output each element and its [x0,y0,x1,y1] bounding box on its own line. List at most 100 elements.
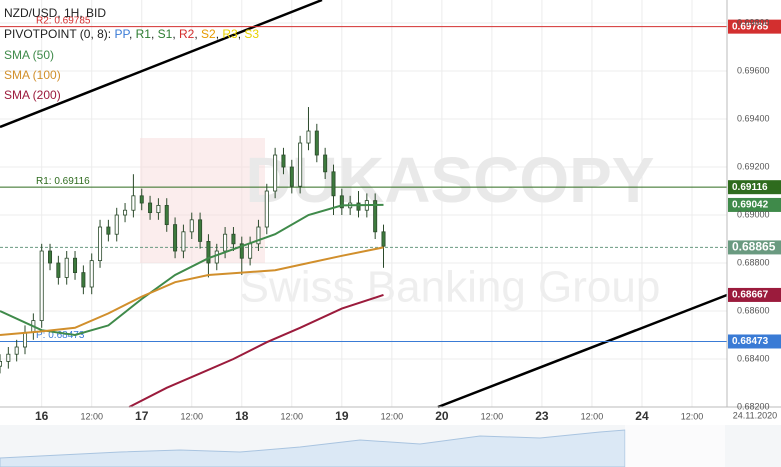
candle-body [264,190,269,228]
candle-body [298,142,303,187]
y-tick-label: 0.68800 [737,257,770,267]
y-tick-label: 0.68200 [737,401,770,411]
candle-body [231,233,236,245]
date-label: 24.11.2020 [733,410,777,420]
y-tick-label: 0.69000 [737,209,770,219]
indicator-label: PIVOTPOINT (0, 8): [4,27,111,41]
y-tick-label: 0.69600 [737,65,770,75]
candle-body [139,195,144,204]
x-tick-label: 12:00 [80,411,103,421]
candle-body [81,272,86,288]
plot: R2: 0.69785 R1: 0.69116 P: 0.68473 [0,15,727,408]
price-tag-label: 0.68865 [732,240,776,254]
pivot-label: P: 0.68473 [36,330,85,341]
pivot-label: R2: 0.69785 [36,15,91,26]
x-tick-label: 20 [435,409,449,423]
price-tag [728,180,781,195]
legend-entry: SMA (100) [4,68,61,82]
candle-body [14,346,19,355]
y-tick-label: 0.69400 [737,113,770,123]
price-tag [728,287,781,302]
price-tag-label: 0.68667 [732,290,769,301]
sma-line [0,246,384,336]
candle-body [181,231,186,252]
candle-body [89,260,94,288]
watermark-logo [140,138,265,263]
candle-body [339,195,344,209]
candle-body [114,214,119,235]
separator: , [151,27,158,41]
separator: , [172,27,179,41]
pivot-label: R1: 0.69116 [36,176,90,187]
pivot-name: R2 [179,27,195,41]
pivot-name: S1 [158,27,173,41]
candle-body [148,202,153,214]
price-tags: 0.69785 0.69116 0.68473 0.68865 0.69042 0.686… [728,19,781,349]
x-tick-label: 12:00 [180,411,203,421]
candle-body [164,205,169,226]
x-tick-label: 12:00 [481,411,504,421]
price-tag [728,197,781,212]
price-tag-label: 0.68473 [732,336,769,347]
y-tick-label: 0.69800 [737,17,770,27]
x-tick-label: 16 [35,409,49,423]
price-tag [728,19,781,34]
sma-line [128,293,384,408]
trend-line [437,293,728,409]
candle-body [39,250,44,322]
candle-body [256,226,261,245]
candle-body [281,154,286,168]
candle-body [64,257,69,278]
candle-body [373,200,378,233]
chart-title: NZD/USD, 1H, BID [4,6,106,20]
candle-body [106,226,111,235]
candle-body [239,243,244,259]
pivot-name: S3 [244,27,259,41]
candle-body [0,361,3,367]
candle-body [189,219,194,233]
separator: , [129,27,136,41]
pivot-name: R1 [136,27,152,41]
candle-body [198,219,203,242]
candle-body [73,257,78,274]
watermark-sub: Swiss Banking Group [240,263,661,312]
legend: NZD/USD, 1H, BID PIVOTPOINT (0, 8): PP, … [4,6,259,102]
candle-body [314,130,319,156]
pivot-name: R3 [222,27,238,41]
x-tick-label: 17 [135,409,149,423]
candle-body [156,205,161,214]
pivot-name: PP [114,27,130,41]
candle-body [56,262,61,278]
price-tag-label: 0.69116 [732,182,768,193]
candle-body [123,209,128,216]
price-tag [728,240,781,255]
x-tick-label: 23 [535,409,549,423]
grid [0,0,727,408]
navigator-window[interactable] [625,425,725,467]
candle-body [131,195,136,211]
candle-body [23,332,28,348]
candle-body [48,250,53,264]
candle-body [206,241,211,264]
candle-body [98,226,103,262]
price-tag [728,334,781,349]
separator: , [238,27,245,41]
x-tick-label: 12:00 [381,411,404,421]
navigator [0,425,781,467]
candle-body [6,353,11,362]
separator: , [194,27,201,41]
x-tick-label: 24 [635,409,649,423]
pivot-legend: PIVOTPOINT (0, 8): PP, R1, S1, R2, S2, R… [4,27,259,41]
watermark: DUKASCOPY Swiss Banking Group [140,138,660,312]
watermark-brand: DUKASCOPY [246,144,655,216]
y-tick-label: 0.69200 [737,161,770,171]
pivot-name: S2 [201,27,216,41]
sma-line [0,203,384,337]
y-tick-label: 0.68600 [737,305,770,315]
price-tag-label: 0.69042 [732,200,769,211]
separator: , [216,27,223,41]
x-tick-label: 12:00 [681,411,704,421]
legend-entry: SMA (200) [4,88,61,102]
